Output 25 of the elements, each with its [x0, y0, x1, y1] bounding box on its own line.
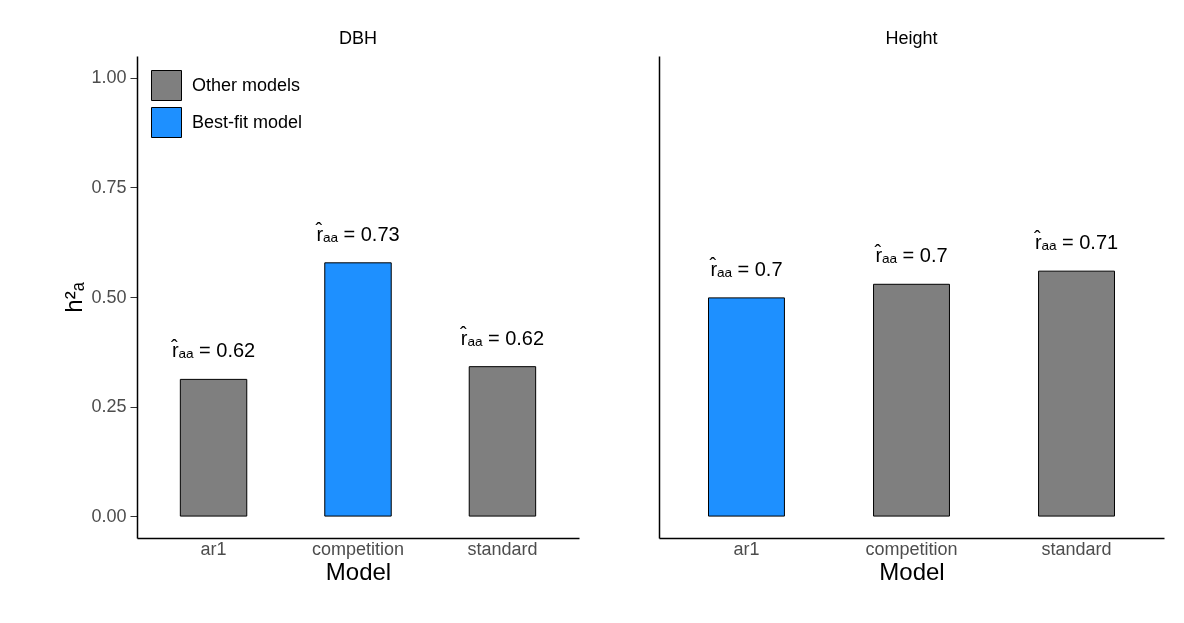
x-tick-label: ar1 [733, 538, 760, 559]
bar [468, 366, 537, 517]
x-tick-label: competition [865, 538, 958, 559]
legend-label: Other models [192, 74, 301, 95]
x-tick-label: ar1 [200, 538, 227, 559]
y-axis-title: h²ₐ [60, 281, 88, 313]
legend-label: Best-fit model [192, 111, 303, 132]
y-tick-label: 0.50 [91, 286, 127, 307]
chart-title: DBH [338, 28, 378, 48]
bar [324, 262, 392, 517]
annotation: r̂ₐₐ = 0.73 [314, 222, 400, 245]
annotation: r̂ₐₐ = 0.71 [1033, 230, 1119, 254]
y-tick-label: 0.00 [91, 505, 127, 526]
x-tick-label: standard [467, 538, 538, 559]
annotation: r̂ₐₐ = 0.62 [459, 325, 545, 349]
x-tick-label: competition [311, 538, 405, 559]
x-tick-label: standard [1041, 538, 1112, 559]
chart-title: Height [885, 28, 938, 48]
y-tick-label: 0.25 [91, 396, 127, 417]
y-tick-label: 1.00 [91, 67, 127, 88]
y-tick-label: 0.75 [91, 176, 127, 197]
annotation: r̂ₐₐ = 0.7 [873, 243, 948, 267]
bar [179, 378, 248, 517]
annotation: r̂ₐₐ = 0.62 [170, 338, 256, 362]
annotation: r̂ₐₐ = 0.7 [708, 257, 783, 280]
